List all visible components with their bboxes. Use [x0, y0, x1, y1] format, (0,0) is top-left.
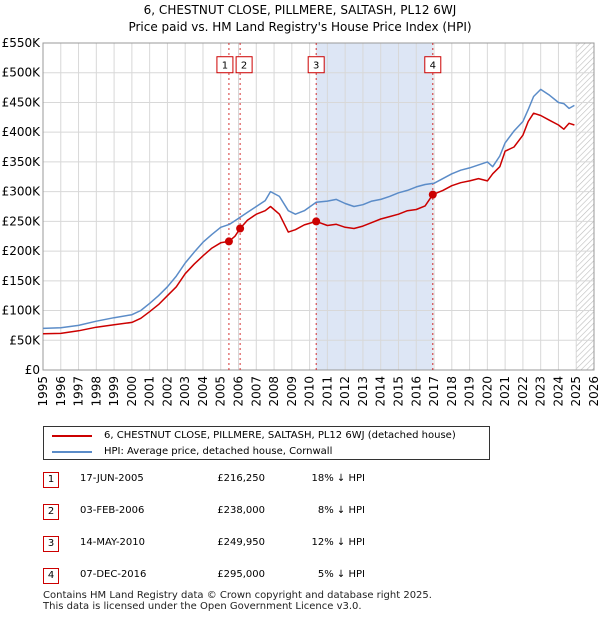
y-tick-label: £250K [2, 214, 42, 228]
forecast-region [576, 43, 594, 370]
y-tick-label: £0 [25, 363, 40, 377]
sale-marker-box [216, 56, 234, 74]
legend-swatch-property [52, 435, 92, 437]
x-tick-label: 2005 [214, 376, 228, 407]
sale-price: £249,950 [217, 537, 265, 548]
sale-marker-box [307, 56, 325, 74]
sale-price: £216,250 [217, 473, 265, 484]
x-tick-label: 2012 [338, 376, 352, 407]
sale-marker-box [235, 56, 253, 74]
y-tick-label: £200K [2, 244, 42, 258]
hpi-line [42, 88, 575, 330]
sale-point [224, 237, 233, 246]
legend-label-hpi: HPI: Average price, detached house, Corn… [104, 446, 333, 457]
shaded-period [316, 43, 433, 370]
sale-marker-label: 1 [222, 61, 228, 72]
x-tick-label: 2007 [249, 376, 263, 407]
x-tick-label: 2013 [356, 376, 370, 407]
sale-date: 14-MAY-2010 [80, 537, 146, 548]
x-tick-label: 2018 [445, 376, 459, 407]
chart-title-block: 6, CHESTNUT CLOSE, PILLMERE, SALTASH, PL… [0, 2, 600, 36]
x-tick-label: 1996 [54, 376, 68, 407]
sale-point [312, 217, 321, 226]
y-tick-label: £350K [2, 155, 42, 169]
sale-hpi-diff: 12% ↓ HPI [311, 537, 365, 548]
legend-label-property: 6, CHESTNUT CLOSE, PILLMERE, SALTASH, PL… [104, 430, 456, 441]
x-tick-label: 1995 [36, 376, 50, 407]
x-tick-label: 2024 [551, 376, 565, 407]
x-tick-label: 2001 [143, 376, 157, 407]
y-tick-label: £450K [2, 95, 42, 109]
sale-price: £238,000 [217, 505, 265, 516]
y-tick-label: £150K [2, 274, 42, 288]
x-tick-label: 2026 [587, 376, 600, 407]
sale-number-badge: 3 [43, 536, 59, 552]
sale-date: 07-DEC-2016 [80, 569, 147, 580]
footer: Contains HM Land Registry data © Crown c… [43, 590, 432, 612]
x-tick-label: 1997 [72, 376, 86, 407]
sale-row: 2 03-FEB-2006 £238,000 8% ↓ HPI [0, 504, 600, 524]
sale-marker-label: 3 [313, 61, 319, 72]
sale-point [236, 224, 245, 233]
x-tick-label: 2014 [374, 376, 388, 407]
x-tick-label: 2020 [480, 376, 494, 407]
sale-row: 3 14-MAY-2010 £249,950 12% ↓ HPI [0, 536, 600, 556]
legend: 6, CHESTNUT CLOSE, PILLMERE, SALTASH, PL… [43, 426, 490, 460]
price-chart: £0 £50K £100K £150K £200K £250K £300K £350K £400… [2, 36, 600, 407]
y-tick-label: £400K [2, 125, 42, 139]
x-tick-label: 2016 [409, 376, 423, 407]
y-tick-label: £100K [2, 304, 42, 318]
chart-subtitle: Price paid vs. HM Land Registry's House … [128, 20, 472, 34]
sale-row: 1 17-JUN-2005 £216,250 18% ↓ HPI [0, 472, 600, 492]
x-tick-label: 2021 [498, 376, 512, 407]
sale-date: 17-JUN-2005 [80, 473, 144, 484]
x-tick-label: 2010 [303, 376, 317, 407]
x-tick-label: 2004 [196, 376, 210, 407]
property-price-line [42, 112, 575, 335]
sale-hpi-diff: 8% ↓ HPI [317, 505, 365, 516]
x-tick-label: 2019 [463, 376, 477, 407]
y-tick-label: £50K [9, 333, 41, 347]
y-tick-label: £300K [2, 185, 42, 199]
x-tick-label: 1999 [107, 376, 121, 407]
x-tick-label: 2017 [427, 376, 441, 407]
legend-swatch-hpi [52, 451, 92, 453]
sale-point [428, 190, 437, 199]
footer-copyright: Contains HM Land Registry data © Crown c… [43, 590, 432, 601]
y-tick-label: £500K [2, 66, 42, 80]
sale-marker-box [424, 56, 442, 74]
plot-border [42, 42, 595, 371]
x-tick-label: 2003 [178, 376, 192, 407]
x-tick-label: 2008 [267, 376, 281, 407]
x-tick-label: 2011 [320, 376, 334, 407]
sale-number-badge: 2 [43, 504, 59, 520]
x-tick-label: 1998 [89, 376, 103, 407]
x-tick-label: 2009 [285, 376, 299, 407]
sale-number-badge: 1 [43, 472, 59, 488]
sale-marker-label: 2 [241, 61, 247, 72]
x-tick-label: 2000 [125, 376, 139, 407]
sale-hpi-diff: 18% ↓ HPI [311, 473, 365, 484]
y-tick-label: £550K [2, 36, 42, 50]
chart-title: 6, CHESTNUT CLOSE, PILLMERE, SALTASH, PL… [143, 3, 457, 17]
footer-licence: This data is licensed under the Open Gov… [43, 601, 362, 612]
sale-number-badge: 4 [43, 568, 59, 584]
x-tick-label: 2023 [534, 376, 548, 407]
x-tick-label: 2006 [232, 376, 246, 407]
sale-hpi-diff: 5% ↓ HPI [317, 569, 365, 580]
x-tick-label: 2002 [160, 376, 174, 407]
x-tick-label: 2015 [391, 376, 405, 407]
sale-price: £295,000 [217, 569, 265, 580]
sale-marker-label: 4 [430, 61, 436, 72]
x-tick-label: 2022 [516, 376, 530, 407]
sale-date: 03-FEB-2006 [80, 505, 145, 516]
x-tick-label: 2025 [569, 376, 583, 407]
sale-row: 4 07-DEC-2016 £295,000 5% ↓ HPI [0, 568, 600, 588]
